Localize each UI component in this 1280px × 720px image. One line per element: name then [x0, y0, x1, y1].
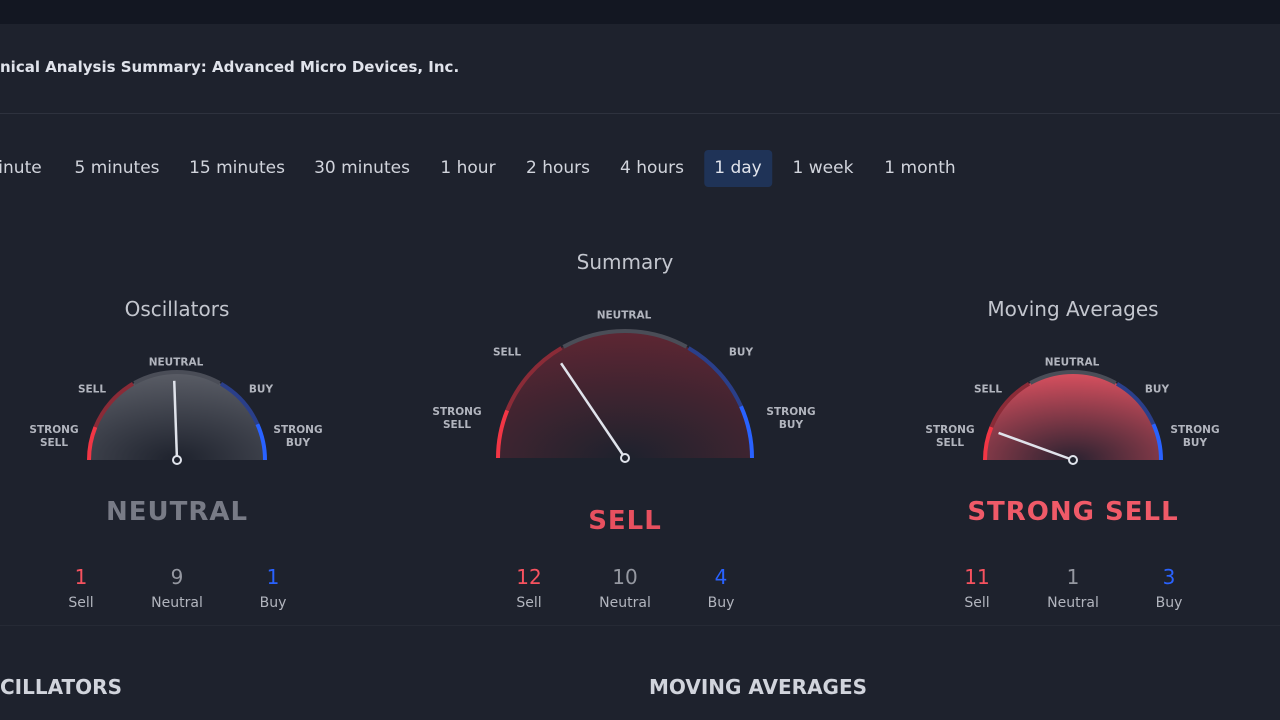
gauge-scale-label: BUY: [728, 346, 754, 359]
gauge-fill: [89, 372, 265, 460]
count-label: Neutral: [599, 595, 651, 611]
section-heading: MOVING AVERAGES: [649, 675, 868, 699]
gauge-arc: [505, 346, 563, 412]
timeframe-tab[interactable]: 1 month: [884, 158, 956, 178]
gauge-arc: [1029, 370, 1117, 385]
gauge-arc: [133, 370, 221, 385]
count-value: 4: [714, 565, 728, 589]
gauge-title: Oscillators: [124, 297, 230, 321]
count-value: 1: [266, 565, 280, 589]
gauge-arc: [496, 409, 510, 459]
gauge-needle: [172, 380, 179, 461]
gauge-title: Summary: [576, 250, 674, 274]
gauge-arc: [1115, 382, 1156, 426]
timeframe-tab[interactable]: 15 minutes: [189, 158, 285, 178]
top-bar: [0, 0, 1280, 24]
gauge-scale-label: STRONG SELL: [29, 424, 79, 449]
gauge-scale-label: SELL: [973, 383, 1003, 396]
gauge-scale-label: SELL: [77, 383, 107, 396]
gauge-arc: [255, 423, 267, 461]
gauge-arc: [219, 382, 260, 426]
timeframe-tab[interactable]: 30 minutes: [314, 158, 410, 178]
count-label: Sell: [516, 595, 542, 611]
gauge-scale-label: STRONG SELL: [432, 406, 482, 431]
timeframe-tab[interactable]: 5 minutes: [74, 158, 160, 178]
gauge-fill: [498, 331, 752, 458]
separator: [0, 113, 1280, 114]
gauge-pivot: [620, 453, 630, 463]
page-title: nical Analysis Summary: Advanced Micro D…: [0, 58, 460, 76]
timeframe-tab[interactable]: 1 hour: [440, 158, 496, 178]
gauge-arc: [93, 382, 135, 428]
gauge-arc: [989, 382, 1031, 428]
gauge-scale-label: NEUTRAL: [148, 356, 204, 369]
count-label: Sell: [964, 595, 990, 611]
gauge-result: SELL: [588, 506, 662, 536]
section-heading: CILLATORS: [0, 675, 122, 699]
count-value: 12: [516, 565, 542, 589]
gauge-scale-label: NEUTRAL: [1044, 356, 1100, 369]
count-label: Neutral: [151, 595, 203, 611]
timeframe-tab[interactable]: 1 day: [704, 150, 772, 187]
gauge-scale-label: BUY: [248, 383, 274, 396]
gauge-scale-label: STRONG BUY: [273, 424, 323, 449]
separator: [0, 625, 1280, 626]
count-label: Buy: [259, 595, 287, 611]
gauge-arc: [983, 426, 994, 461]
timeframe-tab[interactable]: inute: [0, 158, 42, 178]
timeframe-tab[interactable]: 2 hours: [525, 158, 591, 178]
gauge-needle: [560, 362, 627, 459]
gauge-scale-label: STRONG BUY: [766, 406, 816, 431]
gauge-fill: [985, 372, 1161, 460]
gauge-result: STRONG SELL: [967, 497, 1179, 527]
gauge-scale-label: SELL: [492, 346, 522, 359]
gauge-pivot: [1068, 455, 1078, 465]
count-value: 11: [964, 565, 990, 589]
gauge-arc: [1151, 423, 1163, 461]
count-value: 9: [170, 565, 184, 589]
gauge-title: Moving Averages: [987, 297, 1159, 321]
gauge-needle: [998, 431, 1074, 462]
timeframe-tab[interactable]: 4 hours: [619, 158, 685, 178]
count-label: Neutral: [1047, 595, 1099, 611]
count-value: 1: [1066, 565, 1080, 589]
gauge-arc: [562, 329, 688, 349]
count-label: Sell: [68, 595, 94, 611]
count-value: 1: [74, 565, 88, 589]
count-label: Buy: [1155, 595, 1183, 611]
gauge-pivot: [172, 455, 182, 465]
gauge-result: NEUTRAL: [105, 497, 249, 527]
gauge-arc: [739, 405, 754, 459]
count-label: Buy: [707, 595, 735, 611]
gauge-arc: [687, 346, 743, 408]
gauge-scale-label: BUY: [1144, 383, 1170, 396]
count-value: 10: [612, 565, 638, 589]
gauge-scale-label: STRONG BUY: [1170, 424, 1220, 449]
count-value: 3: [1162, 565, 1176, 589]
gauge-scale-label: STRONG SELL: [925, 424, 975, 449]
gauge-scale-label: NEUTRAL: [596, 309, 652, 322]
timeframe-tab[interactable]: 1 week: [792, 158, 854, 178]
gauge-arc: [87, 426, 98, 461]
